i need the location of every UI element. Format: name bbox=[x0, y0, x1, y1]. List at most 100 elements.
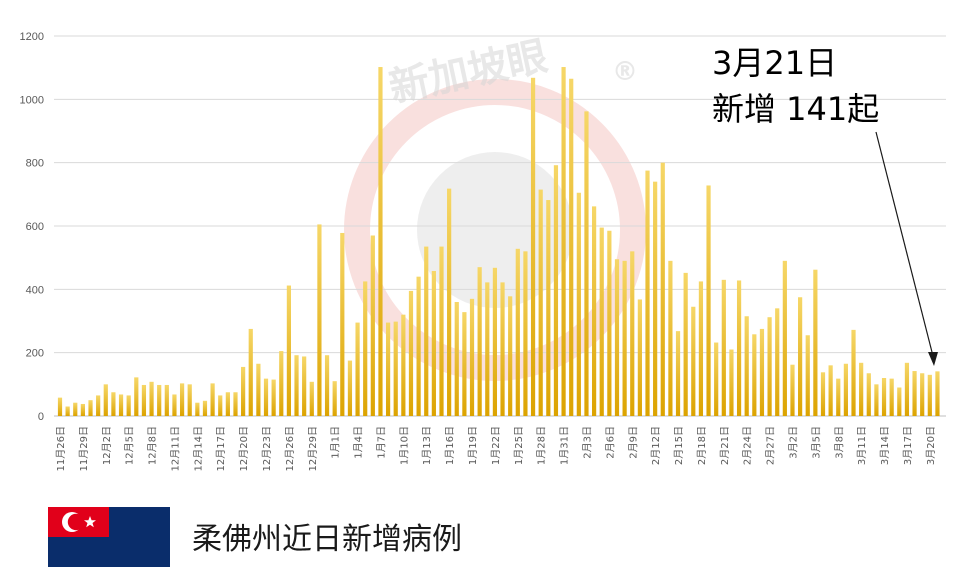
bar bbox=[424, 246, 429, 416]
y-tick-label: 800 bbox=[26, 158, 44, 170]
bar bbox=[927, 374, 932, 416]
bar bbox=[714, 342, 719, 416]
annotation-date: 3月21日 bbox=[712, 44, 838, 82]
bar bbox=[309, 381, 314, 416]
bar bbox=[439, 246, 444, 416]
bar bbox=[561, 67, 566, 417]
x-tick-label: 3月17日 bbox=[902, 426, 914, 465]
bar bbox=[172, 394, 177, 416]
bar bbox=[523, 251, 528, 416]
bar bbox=[660, 162, 665, 416]
bar bbox=[721, 279, 726, 416]
bar bbox=[370, 235, 375, 416]
bar bbox=[88, 400, 93, 416]
bar bbox=[256, 363, 261, 416]
bar bbox=[782, 260, 787, 416]
bar bbox=[538, 189, 543, 416]
bar bbox=[462, 312, 467, 416]
bar bbox=[157, 384, 162, 416]
bar bbox=[355, 322, 360, 416]
bar bbox=[96, 395, 101, 416]
bar bbox=[302, 356, 307, 416]
x-tick-label: 2月15日 bbox=[673, 426, 685, 465]
bar bbox=[233, 392, 238, 416]
bar bbox=[141, 384, 147, 416]
x-axis-ticks: 11月26日 11月29日 12月2日 12月5日 12月8日 12月11日 12月14日 1… bbox=[55, 426, 937, 471]
bar bbox=[508, 296, 513, 416]
x-tick-label: 12月8日 bbox=[147, 426, 159, 465]
bar bbox=[286, 285, 291, 416]
bar bbox=[675, 331, 681, 416]
bar bbox=[752, 334, 757, 416]
bar bbox=[836, 378, 841, 416]
bar bbox=[683, 272, 688, 416]
bar bbox=[279, 351, 284, 416]
bar bbox=[622, 260, 627, 416]
x-tick-label: 11月29日 bbox=[78, 426, 90, 471]
bar bbox=[706, 185, 711, 416]
x-tick-label: 12月20日 bbox=[238, 426, 250, 471]
bar bbox=[775, 308, 780, 416]
x-tick-label: 12月2日 bbox=[101, 426, 113, 465]
bar bbox=[187, 384, 192, 416]
bar bbox=[225, 392, 230, 416]
bar bbox=[614, 259, 620, 416]
bar bbox=[271, 379, 276, 416]
bar bbox=[179, 383, 185, 416]
bar bbox=[736, 280, 742, 416]
annotation-arrowhead bbox=[928, 352, 938, 366]
annotation-arrow bbox=[875, 131, 935, 361]
bar bbox=[912, 371, 917, 416]
bar bbox=[393, 321, 398, 416]
bar bbox=[294, 355, 299, 416]
bar bbox=[553, 165, 559, 416]
bar bbox=[57, 397, 63, 416]
x-tick-label: 1月16日 bbox=[444, 426, 456, 465]
bar bbox=[515, 248, 520, 416]
bar bbox=[202, 400, 208, 416]
bar bbox=[637, 299, 642, 416]
bar bbox=[897, 387, 902, 416]
bar bbox=[317, 224, 322, 416]
chart-caption: 柔佛州近日新增病例 bbox=[192, 522, 462, 557]
x-tick-label: 12月14日 bbox=[192, 426, 204, 471]
y-tick-label: 200 bbox=[26, 348, 44, 360]
x-tick-label: 2月18日 bbox=[696, 426, 708, 465]
bar bbox=[65, 406, 70, 416]
x-tick-label: 1月1日 bbox=[330, 426, 342, 459]
bar bbox=[744, 316, 749, 416]
bar bbox=[805, 335, 810, 416]
bar bbox=[118, 394, 124, 416]
bar bbox=[698, 281, 704, 416]
bar bbox=[920, 373, 925, 416]
bar bbox=[530, 77, 536, 417]
bar bbox=[889, 378, 894, 416]
x-tick-label: 3月11日 bbox=[856, 426, 868, 465]
bar bbox=[241, 366, 246, 416]
bar bbox=[126, 395, 131, 416]
annotation: 3月21日 新增 141起 bbox=[712, 40, 879, 132]
bar bbox=[454, 302, 459, 416]
x-tick-label: 12月5日 bbox=[124, 426, 136, 465]
x-tick-label: 11月26日 bbox=[55, 426, 67, 471]
x-tick-label: 2月9日 bbox=[627, 426, 639, 459]
bar bbox=[164, 384, 169, 416]
bar bbox=[324, 355, 330, 416]
annotation-count: 新增 141起 bbox=[712, 90, 880, 128]
x-tick-label: 2月12日 bbox=[650, 426, 662, 465]
bar bbox=[630, 251, 635, 416]
bar bbox=[469, 298, 475, 416]
bar bbox=[431, 270, 436, 416]
bar bbox=[851, 329, 856, 416]
x-tick-label: 12月11日 bbox=[169, 426, 181, 471]
x-tick-label: 1月10日 bbox=[398, 426, 410, 465]
x-tick-label: 3月2日 bbox=[787, 426, 799, 459]
bar bbox=[248, 328, 253, 416]
bar bbox=[492, 267, 498, 416]
y-tick-label: 1200 bbox=[20, 31, 44, 43]
x-tick-label: 3月14日 bbox=[879, 426, 891, 465]
bar bbox=[485, 282, 490, 416]
bar bbox=[347, 360, 353, 416]
bar bbox=[73, 402, 78, 416]
y-tick-label: 400 bbox=[26, 284, 44, 296]
